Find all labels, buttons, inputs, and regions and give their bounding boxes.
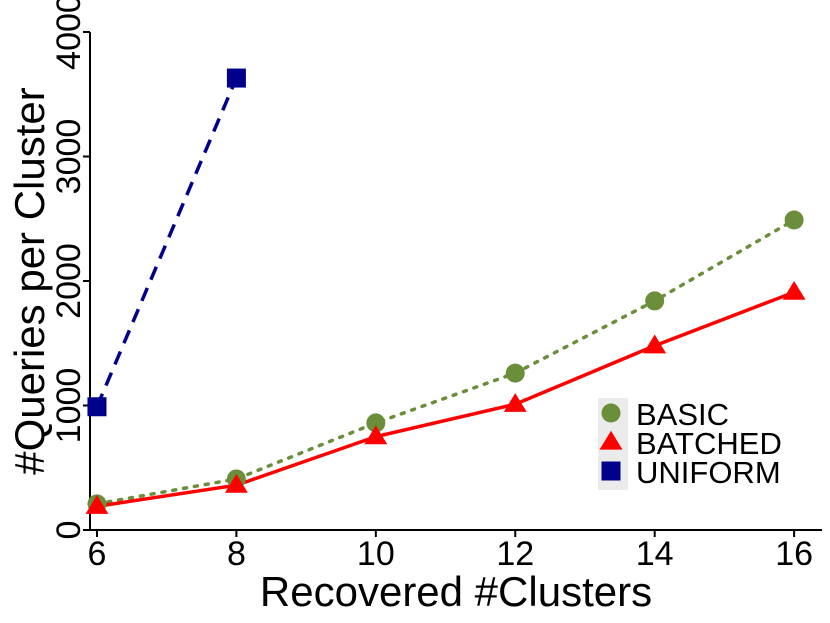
series-lines (95, 77, 796, 509)
legend-label: BATCHED (636, 426, 782, 461)
x-tick-label: 6 (88, 535, 107, 573)
series-markers (85, 68, 806, 514)
x-axis-label: Recovered #Clusters (260, 568, 652, 615)
point-batched (364, 425, 388, 445)
point-batched (85, 495, 109, 514)
y-tick-label: 3000 (50, 119, 88, 195)
legend-label: BASIC (636, 397, 729, 432)
series-line-batched (96, 290, 795, 509)
x-tick-label: 8 (227, 535, 246, 573)
y-ticks: 0 1000 2000 3000 4000 (50, 0, 90, 539)
legend-marker-uniform (601, 461, 621, 481)
point-basic (505, 363, 525, 383)
point-batched (224, 473, 248, 493)
point-basic (784, 210, 804, 230)
point-uniform (87, 397, 107, 417)
point-basic (366, 413, 386, 433)
x-tick-label: 12 (496, 535, 534, 573)
y-tick-label: 1000 (50, 368, 88, 444)
point-batched (643, 334, 667, 354)
point-basic (645, 291, 665, 311)
y-tick-label: 4000 (50, 0, 88, 70)
x-tick-label: 14 (636, 535, 674, 573)
y-tick-label: 2000 (50, 243, 88, 319)
legend-label: UNIFORM (636, 455, 781, 490)
x-ticks: 6 8 10 12 14 16 (88, 530, 813, 573)
legend-marker-batched (599, 430, 623, 450)
point-batched (782, 281, 806, 300)
x-tick-label: 10 (357, 535, 395, 573)
y-axis-label: #Queries per Cluster (6, 87, 53, 475)
x-tick-label: 16 (775, 535, 813, 573)
point-uniform (226, 68, 246, 88)
legend-marker-basic (601, 403, 621, 423)
series-line-uniform (95, 77, 239, 408)
series-line-basic (95, 218, 796, 506)
y-tick-label: 0 (50, 521, 88, 540)
point-batched (503, 393, 527, 412)
